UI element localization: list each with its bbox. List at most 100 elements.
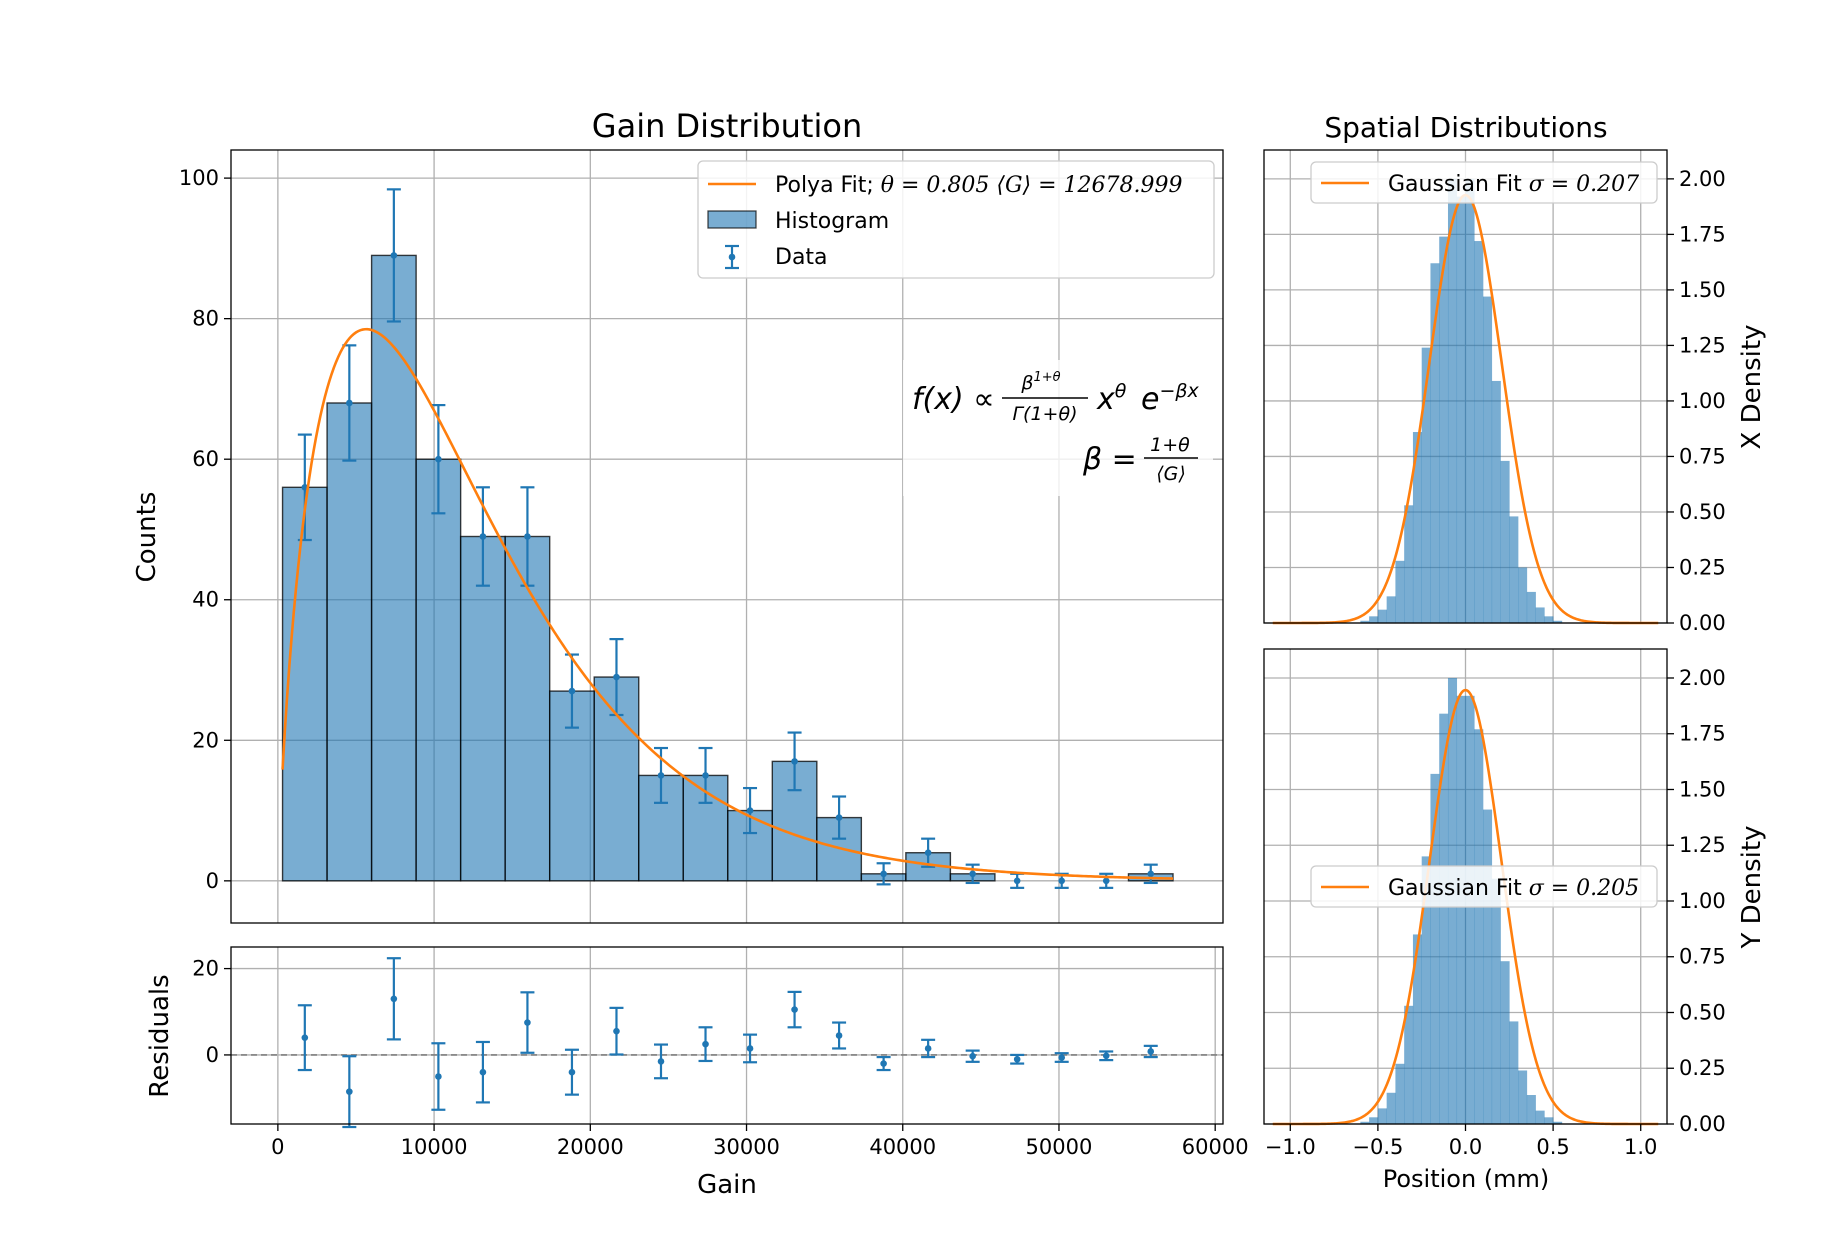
residuals-ytick-label-0: 0 — [206, 1043, 219, 1067]
xdens-bar-20 — [1535, 607, 1545, 623]
gain-data-point-2 — [386, 188, 401, 323]
residual-marker-7 — [613, 1027, 620, 1035]
x-density-legend: Gaussian Fit σ = 0.207 — [1310, 161, 1658, 204]
ydens-bar-21 — [1544, 1117, 1554, 1124]
ydens-bar-6 — [1412, 934, 1422, 1124]
residual-point-15 — [965, 1049, 980, 1063]
xdens-ytick-label-6: 1.50 — [1679, 278, 1726, 302]
residual-marker-12 — [835, 1032, 843, 1039]
gain-data-point-6 — [564, 653, 579, 729]
residuals-y-ticks: 0 20 — [192, 957, 231, 1067]
ydens-bar-3 — [1386, 1092, 1396, 1124]
residual-marker-2 — [390, 995, 398, 1003]
ydens-bar-22 — [1553, 1121, 1563, 1124]
formula1-lhs: f(x) ∝ — [912, 382, 995, 417]
residual-point-2 — [386, 957, 401, 1041]
xdens-bar-18 — [1518, 567, 1528, 623]
legend-fit-prefix: Polya Fit; — [775, 173, 881, 198]
xdens-bar-15 — [1491, 380, 1501, 623]
xdens-bar-5 — [1404, 505, 1414, 623]
residual-point-7 — [609, 1006, 624, 1056]
gain-histogram-bars — [281, 254, 1174, 882]
y-density-legend: Gaussian Fit σ = 0.205 — [1310, 865, 1658, 908]
residual-marker-18 — [1102, 1052, 1110, 1060]
ydens-bar-19 — [1526, 1095, 1536, 1124]
xdens-bar-16 — [1500, 460, 1510, 623]
gain-data-marker-11 — [791, 758, 798, 765]
residual-point-13 — [876, 1055, 891, 1072]
y-gaussian-fit-curve — [1272, 688, 1659, 1126]
residual-point-9 — [698, 1026, 713, 1063]
ydens-xtick-label-4: 1.0 — [1624, 1135, 1657, 1159]
gain-data-point-3 — [431, 403, 446, 515]
ydens-bar-16 — [1500, 961, 1510, 1124]
gain-data-marker-2 — [390, 252, 398, 259]
gain-data-marker-7 — [613, 673, 620, 681]
gain-data-marker-5 — [524, 533, 531, 540]
residual-point-16 — [1010, 1053, 1025, 1065]
gain-axes-frame — [230, 149, 1224, 924]
ydens-bar-11 — [1456, 695, 1466, 1124]
gain-data-point-11 — [787, 731, 802, 792]
xdens-bar-3 — [1386, 596, 1396, 623]
formula1-x: xθ — [1096, 380, 1127, 417]
ydens-bar-14 — [1483, 809, 1493, 1124]
formula2-numerator: 1+θ — [1150, 434, 1190, 456]
residual-point-8 — [653, 1043, 668, 1080]
residuals-y-label: Residuals — [145, 974, 175, 1097]
residuals-xtick-label-4: 40000 — [869, 1135, 936, 1159]
legend-histogram-swatch — [707, 210, 757, 229]
ydens-ytick-label-2: 0.50 — [1679, 1000, 1726, 1024]
ydens-xtick-label-3: 0.5 — [1536, 1135, 1569, 1159]
residuals-errorbars — [297, 957, 1158, 1129]
residual-point-6 — [564, 1048, 579, 1096]
formula1-numerator: β1+θ — [1020, 370, 1060, 394]
gain-data-marker-15 — [969, 870, 976, 878]
x-density-y-ticks: 0.00 0.25 0.50 0.75 1.00 1.25 1.50 1.75 2.00 — [1667, 167, 1726, 635]
residual-marker-5 — [524, 1019, 531, 1026]
residual-marker-16 — [1013, 1055, 1021, 1063]
legend-data-label: Data — [775, 245, 828, 270]
y-density-y-label: Y Density — [1737, 826, 1767, 950]
residuals-axes-frame — [230, 946, 1224, 1125]
xdens-ytick-label-5: 1.25 — [1679, 333, 1726, 357]
ydens-ytick-label-5: 1.25 — [1679, 833, 1726, 857]
residuals-xtick-label-2: 20000 — [557, 1135, 624, 1159]
residual-point-14 — [921, 1038, 936, 1059]
x-density-panel: 0.00 0.25 0.50 0.75 1.00 1.25 1.50 1.75 2.00 Spa… — [1263, 111, 1767, 635]
xdens-bar-1 — [1369, 616, 1379, 623]
gain-data-marker-14 — [924, 849, 932, 857]
residuals-ytick-label-1: 20 — [192, 957, 219, 981]
xdens-bar-9 — [1439, 236, 1449, 623]
gain-data-marker-3 — [435, 455, 442, 463]
gain-data-marker-1 — [346, 399, 353, 407]
gain-data-errorbars — [297, 188, 1158, 889]
legend-fit-math: θ = 0.805 ⟨G⟩ = 12678.999 — [881, 173, 1183, 198]
formula-line-1: f(x) ∝ β1+θ Γ(1+θ) xθ e−βx — [912, 370, 1200, 425]
residual-point-11 — [787, 990, 802, 1029]
y-density-legend-box — [1310, 865, 1658, 908]
gain-bar-1 — [326, 402, 373, 882]
x-density-legend-box — [1310, 161, 1658, 204]
xdens-ytick-label-0: 0.00 — [1679, 611, 1726, 635]
ydens-ytick-label-1: 0.25 — [1679, 1056, 1726, 1080]
residuals-xtick-label-5: 50000 — [1026, 1135, 1093, 1159]
residuals-panel: 0 20 0 10000 20000 30000 40000 50000 60000 Resi… — [145, 946, 1249, 1200]
residual-point-4 — [475, 1040, 490, 1104]
residual-marker-17 — [1058, 1054, 1066, 1061]
ydens-bar-17 — [1509, 1021, 1519, 1124]
xdens-bar-0 — [1360, 620, 1370, 623]
residual-marker-13 — [880, 1060, 887, 1067]
gain-data-marker-4 — [479, 533, 487, 540]
polya-formula-annotation: f(x) ∝ β1+θ Γ(1+θ) xθ e−βx β = 1+θ ⟨G⟩ — [903, 360, 1213, 496]
residual-point-1 — [342, 1055, 357, 1129]
ydens-bar-7 — [1421, 856, 1431, 1124]
ydens-bar-20 — [1535, 1110, 1545, 1124]
gain-bar-2 — [370, 254, 417, 882]
gain-data-marker-17 — [1058, 877, 1066, 885]
gain-ytick-label-4: 80 — [192, 307, 219, 331]
residual-marker-6 — [568, 1068, 576, 1076]
xdens-bar-17 — [1509, 516, 1519, 623]
gain-y-ticks: 0 20 40 60 80 100 — [179, 166, 231, 893]
xdens-bar-12 — [1465, 178, 1475, 624]
